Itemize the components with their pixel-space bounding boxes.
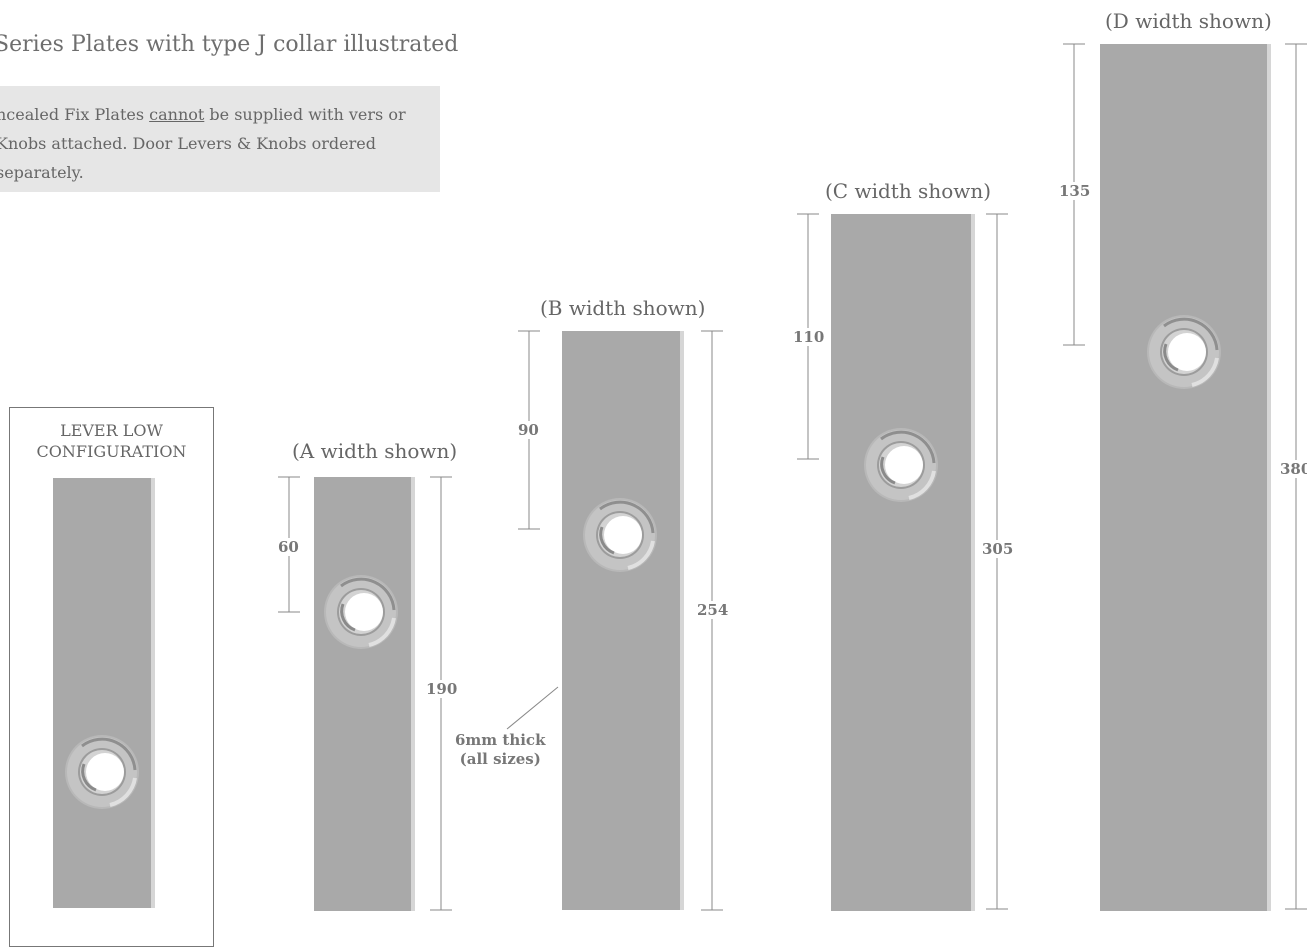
lever-low-plate: [53, 478, 155, 908]
thickness-note-line1: 6mm thick: [455, 731, 546, 749]
lever-low-collar: [63, 733, 141, 811]
lever-low-label: LEVER LOW CONFIGURATION: [9, 420, 214, 462]
plate-c-caption: (C width shown): [825, 179, 992, 203]
plate-d-height-label: 380: [1279, 460, 1307, 478]
plate-a-offset-label: 60: [277, 538, 300, 556]
supply-note-after: be supplied with vers or Knobs attached.…: [0, 105, 406, 182]
plate-c-collar: [862, 426, 940, 504]
thickness-note-line2: (all sizes): [459, 750, 541, 768]
plate-a-caption: (A width shown): [292, 439, 458, 463]
lever-low-label-line2: CONFIGURATION: [36, 442, 187, 461]
plate-a-height-label: 190: [425, 680, 459, 698]
plate-c: [797, 213, 1008, 911]
plate-d-collar: [1145, 313, 1223, 391]
plate-b-collar: [581, 496, 659, 574]
plate-b: [506, 330, 723, 911]
supply-note-text: ncealed Fix Plates cannot be supplied wi…: [0, 100, 426, 187]
plate-b-offset-label: 90: [517, 421, 540, 439]
plate-b-caption: (B width shown): [540, 296, 706, 320]
plate-a: [278, 476, 452, 911]
supply-note-before: ncealed Fix Plates: [0, 105, 150, 124]
supply-note-emphasis: cannot: [149, 105, 205, 124]
plate-d-offset-label: 135: [1058, 182, 1092, 200]
diagram-title: Series Plates with type J collar illustr…: [0, 32, 459, 57]
plate-b-height-label: 254: [696, 601, 730, 619]
thickness-note: 6mm thick (all sizes): [455, 731, 545, 769]
plate-c-height-label: 305: [981, 540, 1015, 558]
plate-d: [1063, 43, 1307, 911]
lever-low-label-line1: LEVER LOW: [60, 421, 163, 440]
plate-a-collar: [322, 573, 400, 651]
plate-c-offset-label: 110: [792, 328, 826, 346]
plate-d-caption: (D width shown): [1105, 9, 1272, 33]
supply-note-box: ncealed Fix Plates cannot be supplied wi…: [0, 86, 440, 192]
